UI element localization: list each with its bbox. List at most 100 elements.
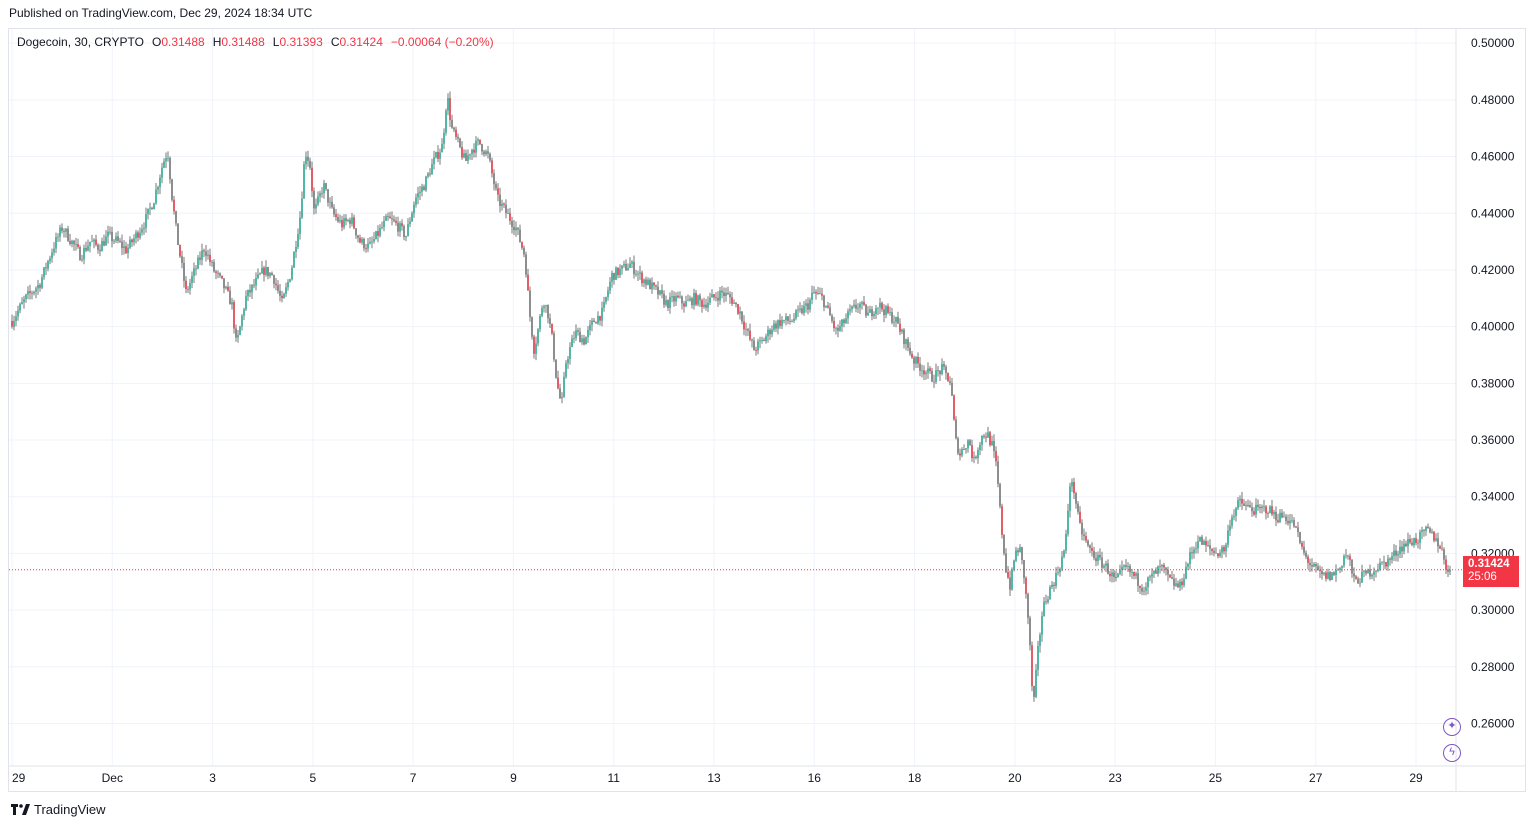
- candle-body: [1353, 573, 1355, 577]
- candle-body: [515, 227, 517, 231]
- candle-body: [437, 152, 439, 159]
- candle-body: [899, 323, 901, 332]
- close-value: 0.31424: [339, 35, 383, 49]
- candle-body: [441, 143, 443, 153]
- candle-body: [77, 244, 79, 247]
- candle-body: [1249, 505, 1251, 508]
- candle-body: [475, 140, 477, 153]
- candle-body: [703, 304, 705, 307]
- candle-body: [643, 279, 645, 284]
- candle-body: [161, 167, 163, 178]
- tradingview-logo[interactable]: TradingView: [11, 802, 106, 817]
- candle-body: [779, 320, 781, 326]
- candle-body: [647, 279, 649, 285]
- candle-body: [111, 231, 113, 242]
- candle-body: [383, 220, 385, 228]
- candle-body: [125, 246, 127, 254]
- candle-body: [283, 293, 285, 299]
- candle-body: [1201, 536, 1203, 545]
- candle-body: [223, 278, 225, 289]
- candle-body: [1151, 573, 1153, 577]
- candle-body: [1141, 587, 1143, 592]
- chart-frame[interactable]: [8, 28, 1526, 792]
- candle-body: [499, 194, 501, 207]
- candle-body: [787, 316, 789, 321]
- candle-body: [21, 302, 23, 305]
- candle-body: [433, 157, 435, 165]
- candle-body: [627, 268, 629, 271]
- candle-body: [1275, 511, 1277, 521]
- candle-body: [721, 290, 723, 293]
- candle-body: [769, 329, 771, 335]
- candle-body: [497, 188, 499, 195]
- candle-body: [701, 300, 703, 307]
- star-burst-icon[interactable]: ✦: [1443, 718, 1461, 736]
- candle-body: [993, 441, 995, 452]
- candle-body: [249, 289, 251, 293]
- candle-body: [563, 376, 565, 397]
- candle-body: [1139, 585, 1141, 588]
- candle-body: [1391, 556, 1393, 560]
- candle-body: [1103, 565, 1105, 568]
- candle-body: [1163, 564, 1165, 568]
- candle-body: [133, 238, 135, 243]
- candle-body: [1185, 566, 1187, 579]
- candle-body: [685, 301, 687, 307]
- candle-body: [491, 160, 493, 174]
- candle-body: [217, 272, 219, 274]
- candle-body: [727, 292, 729, 295]
- candle-body: [421, 186, 423, 192]
- brand-name: TradingView: [34, 802, 106, 817]
- x-tick-label: 20: [1008, 771, 1022, 785]
- x-tick-label: 5: [310, 771, 317, 785]
- candle-body: [331, 201, 333, 208]
- candle-body: [471, 149, 473, 155]
- candle-body: [577, 330, 579, 332]
- candle-body: [1449, 570, 1451, 572]
- candle-body: [575, 330, 577, 339]
- candle-body: [869, 309, 871, 313]
- candle-body: [371, 241, 373, 243]
- candle-body: [785, 316, 787, 321]
- candle-body: [1109, 573, 1111, 577]
- candle-body: [157, 187, 159, 190]
- candle-body: [553, 333, 555, 360]
- candle-body: [13, 320, 15, 327]
- candle-body: [819, 293, 821, 295]
- candle-body: [637, 273, 639, 275]
- candle-body: [715, 297, 717, 299]
- candle-body: [225, 286, 227, 289]
- candle-body: [335, 214, 337, 218]
- candle-body: [895, 316, 897, 322]
- candle-body: [893, 321, 895, 323]
- candle-body: [1209, 545, 1211, 549]
- candle-body: [757, 341, 759, 351]
- candle-body: [501, 203, 503, 207]
- candle-body: [1441, 548, 1443, 550]
- candle-body: [411, 213, 413, 222]
- candle-body: [115, 236, 117, 241]
- candle-body: [909, 347, 911, 354]
- candle-body: [103, 241, 105, 246]
- candle-body: [781, 319, 783, 326]
- candle-body: [119, 240, 121, 242]
- candle-body: [829, 307, 831, 316]
- candle-body: [1351, 559, 1353, 574]
- candle-body: [633, 261, 635, 275]
- candle-body: [1059, 568, 1061, 573]
- candle-body: [1401, 546, 1403, 552]
- candle-body: [967, 440, 969, 449]
- candle-body: [269, 273, 271, 276]
- candle-body: [613, 272, 615, 280]
- candle-body: [919, 363, 921, 371]
- lightning-icon[interactable]: ϟ: [1443, 744, 1461, 762]
- candle-body: [1245, 505, 1247, 507]
- change-value: −0.00064 (−0.20%): [390, 35, 494, 49]
- candle-body: [1263, 506, 1265, 508]
- candle-body: [1327, 572, 1329, 579]
- candle-body: [605, 297, 607, 303]
- candle-body: [413, 204, 415, 214]
- candle-body: [101, 241, 103, 252]
- candle-body: [1231, 517, 1233, 526]
